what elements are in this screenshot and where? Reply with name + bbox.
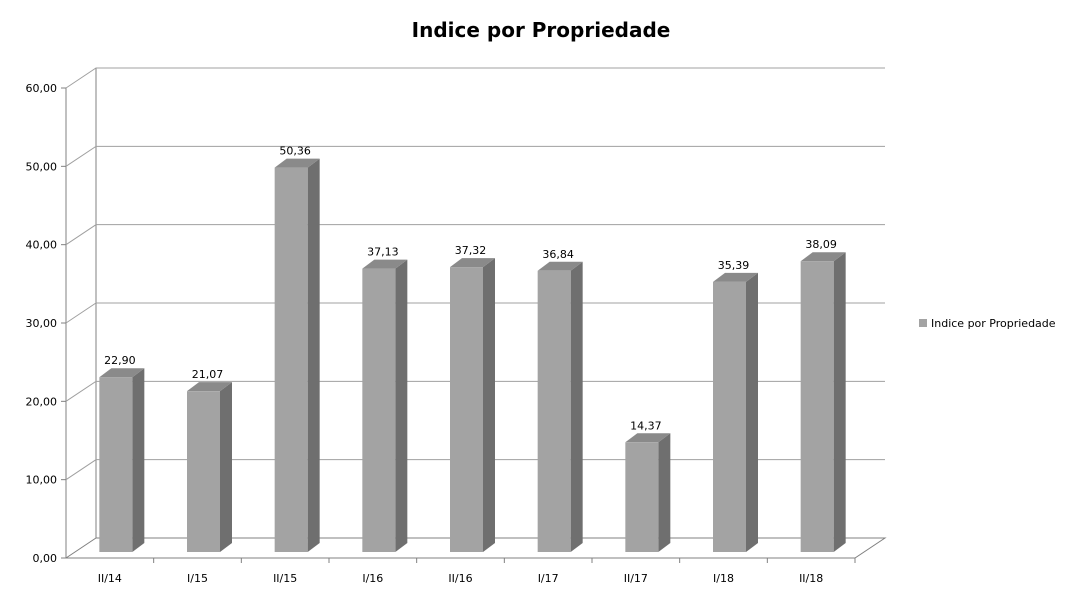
- bar: 37,32: [450, 244, 495, 552]
- x-tick-label: II/18: [799, 572, 823, 585]
- bar-side: [132, 368, 145, 552]
- bar-side: [220, 382, 232, 552]
- bar-side: [833, 252, 846, 552]
- y-tick-label: 60,00: [26, 82, 58, 95]
- x-tick-label: II/16: [448, 572, 472, 585]
- data-label: 38,09: [805, 238, 837, 251]
- data-label: 36,84: [542, 248, 574, 261]
- x-tick-label: I/17: [538, 572, 559, 585]
- bar-front: [537, 270, 571, 552]
- bar-front: [713, 281, 746, 552]
- legend-swatch: [919, 319, 927, 327]
- bar-front: [187, 391, 220, 552]
- bar-side: [483, 258, 495, 552]
- legend: Indice por Propriedade: [919, 317, 1056, 330]
- data-label: 37,32: [455, 244, 487, 257]
- bar-top: [274, 158, 320, 168]
- x-tick-label: I/15: [187, 572, 208, 585]
- x-tick-label: I/18: [713, 572, 734, 585]
- y-axis: 0,00 10,00 20,00 30,00 40,00 50,00 60,00: [26, 82, 66, 565]
- gridline: [65, 67, 885, 89]
- bar-front: [625, 442, 659, 552]
- bar: 14,37: [625, 419, 671, 552]
- data-label: 35,39: [718, 259, 750, 272]
- bar-top: [450, 258, 495, 268]
- x-tick-label: II/14: [98, 572, 122, 585]
- gridline: [65, 302, 885, 324]
- y-tick-label: 30,00: [26, 317, 58, 330]
- x-tick-label: II/17: [624, 572, 648, 585]
- bar-top: [99, 368, 145, 378]
- y-tick-label: 10,00: [26, 474, 58, 487]
- data-label: 14,37: [630, 419, 662, 432]
- data-label: 21,07: [192, 368, 224, 381]
- bar-front: [99, 377, 133, 552]
- gridline: [65, 145, 885, 167]
- y-tick-label: 50,00: [26, 160, 58, 173]
- bar: 50,36: [274, 145, 320, 552]
- x-axis: II/14 I/15 II/15 I/16 II/16 I/17 II/17 I/18 II/1…: [98, 558, 856, 585]
- gridline: [65, 459, 885, 481]
- bar-side: [395, 259, 408, 552]
- bar-front: [362, 268, 396, 552]
- bar-top: [625, 433, 671, 443]
- bar-top: [187, 382, 232, 392]
- bar-top: [362, 259, 408, 269]
- legend-label: Indice por Propriedade: [931, 317, 1056, 330]
- gridline: [65, 380, 885, 402]
- bars: 22,90 21,07 50,36 37,13 37,32 36,84 14,37 35,39…: [99, 145, 846, 552]
- bar-top: [537, 261, 583, 271]
- bar-side: [570, 261, 583, 552]
- data-label: 50,36: [279, 145, 311, 158]
- gridline: [65, 224, 885, 246]
- bar-front: [274, 167, 308, 552]
- bar-side: [746, 272, 758, 552]
- bar-side: [307, 158, 320, 552]
- x-tick-label: I/16: [362, 572, 383, 585]
- y-tick-label: 0,00: [33, 552, 58, 565]
- bar-front: [800, 261, 834, 552]
- bar: 21,07: [187, 368, 232, 552]
- gridlines: [65, 67, 885, 481]
- y-tick-label: 40,00: [26, 239, 58, 252]
- data-label: 22,90: [104, 354, 136, 367]
- bar-front: [450, 267, 483, 552]
- chart-title: Indice por Propriedade: [412, 18, 671, 42]
- bar-top: [800, 252, 846, 262]
- bar: 38,09: [800, 238, 846, 552]
- x-tick-label: II/15: [273, 572, 297, 585]
- bar: 35,39: [713, 259, 758, 552]
- bar: 22,90: [99, 354, 145, 552]
- data-label: 37,13: [367, 246, 399, 259]
- bar: 36,84: [537, 248, 583, 552]
- y-tick-label: 20,00: [26, 395, 58, 408]
- bar: 37,13: [362, 246, 408, 552]
- bar-top: [713, 272, 758, 282]
- bar-side: [658, 433, 671, 552]
